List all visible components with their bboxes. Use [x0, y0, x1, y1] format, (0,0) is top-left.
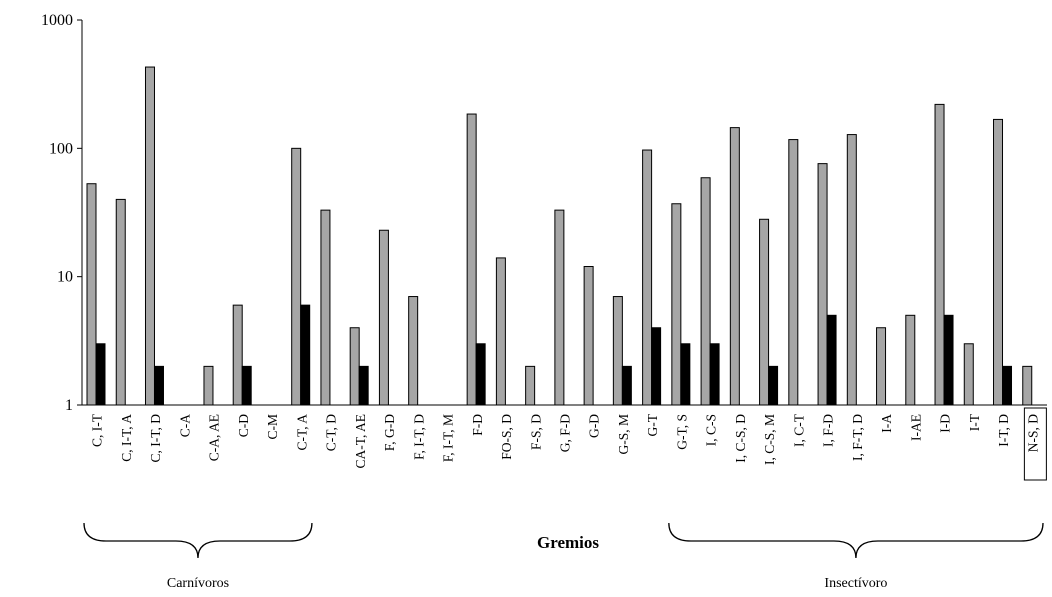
bar — [993, 118, 1004, 406]
category-label: G, F-D — [558, 414, 573, 453]
bar — [621, 365, 632, 406]
axes — [81, 20, 1047, 406]
bar — [320, 209, 331, 406]
category-labels: C, I-T C, I-T, A C, I-T, D C-A C-A, AE C-D C-M… — [90, 407, 1047, 481]
category-label: I, F-T, D — [850, 414, 865, 461]
category-label: CA-T, AE — [353, 414, 368, 469]
bar — [583, 266, 594, 406]
category-label: G-T, S — [674, 414, 689, 450]
category-label: G-S, M — [616, 414, 631, 455]
bar — [768, 365, 779, 406]
bar — [358, 365, 369, 406]
bar — [963, 343, 974, 406]
bar — [475, 343, 486, 406]
category-label: I, C-S, D — [733, 414, 748, 463]
bar — [1022, 365, 1033, 406]
category-label: I-D — [938, 414, 953, 433]
category-label: I-T — [967, 413, 982, 431]
y-tick-label: 100 — [49, 140, 73, 157]
bar — [466, 113, 477, 406]
bar — [759, 218, 770, 406]
bar — [680, 343, 691, 406]
category-label: C-T, A — [294, 414, 309, 451]
bar — [203, 365, 214, 406]
category-label: I-A — [879, 414, 894, 433]
bar — [788, 139, 799, 406]
bar — [153, 365, 164, 406]
y-ticks: 1 10 100 1000 — [41, 12, 82, 414]
bar — [291, 147, 302, 406]
category-label: C, I-T, D — [148, 414, 163, 463]
category-label: F, I-T, D — [411, 414, 426, 460]
y-tick-label: 1000 — [41, 12, 73, 29]
bar — [934, 103, 945, 406]
category-label: I, C-T — [791, 413, 806, 447]
group-label: Carnívoros — [167, 576, 229, 591]
y-tick-label: 10 — [57, 269, 73, 286]
bar — [700, 177, 711, 406]
bar — [642, 149, 653, 406]
group-brace — [83, 522, 313, 559]
bar — [876, 327, 887, 406]
bar — [495, 257, 506, 406]
bar — [525, 365, 536, 406]
category-label: F, I-T, M — [441, 414, 456, 462]
category-label: C, I-T — [90, 413, 105, 447]
category-label: C-T, D — [324, 414, 339, 451]
category-label: C-A — [177, 414, 192, 438]
bar — [408, 296, 419, 406]
category-label: I, F-D — [821, 414, 836, 447]
bar — [846, 134, 857, 406]
bar — [86, 183, 97, 406]
bar — [826, 314, 837, 406]
bar — [378, 229, 389, 406]
category-label: C-D — [236, 414, 251, 438]
category-label: C-A, AE — [207, 414, 222, 461]
bar — [144, 66, 155, 406]
category-label: FO-S, D — [499, 414, 514, 460]
bar — [115, 198, 126, 406]
category-label: N-S, D — [1025, 414, 1040, 453]
bar — [241, 365, 252, 406]
bar — [612, 296, 623, 406]
category-label: G-D — [587, 414, 602, 438]
x-axis-title: Gremios — [537, 533, 599, 552]
bars — [86, 66, 1033, 406]
bar — [729, 127, 740, 406]
category-label: G-T — [645, 413, 660, 436]
group-annotations: Carnívoros Insectívoro — [83, 522, 1044, 591]
bar — [349, 327, 360, 406]
bar — [817, 163, 828, 406]
bar — [1002, 365, 1013, 406]
group-label: Insectívoro — [824, 576, 887, 591]
bar — [300, 304, 311, 406]
bar — [905, 314, 916, 406]
category-highlight-box — [1023, 407, 1047, 481]
category-label: C, I-T, A — [119, 414, 134, 462]
category-label: F-D — [470, 414, 485, 436]
category-label: I-T, D — [996, 414, 1011, 447]
bar — [95, 343, 106, 406]
bar — [943, 314, 954, 406]
category-label: I-AE — [908, 414, 923, 441]
bar — [554, 209, 565, 406]
bar — [709, 343, 720, 406]
bar — [651, 327, 662, 406]
category-label: F-S, D — [528, 414, 543, 450]
bar — [232, 304, 243, 406]
category-label: I, C-S — [704, 414, 719, 446]
category-label: I, C-S, M — [762, 414, 777, 465]
category-label: C-M — [265, 414, 280, 440]
y-tick-label: 1 — [65, 397, 73, 414]
category-label: F, G-D — [382, 414, 397, 451]
bar — [671, 203, 682, 406]
group-brace — [668, 522, 1044, 559]
